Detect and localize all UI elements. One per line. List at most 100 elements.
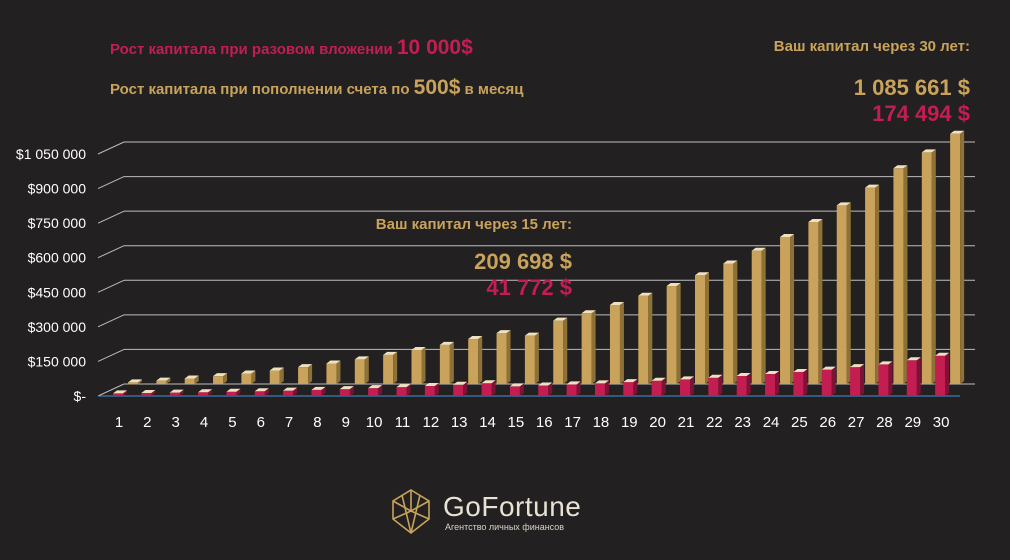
y-tick-label: $450 000 [28,284,87,300]
red-bar [793,368,808,396]
x-tick-label: 28 [876,414,893,431]
gridline-depth [97,141,125,155]
red-bar [538,382,553,396]
gold-bar [609,301,624,384]
red-bar [651,377,666,396]
gold-bar [241,370,256,384]
red-bar [254,388,269,396]
annotation-30-caption: Ваш капитал через 30 лет: [773,38,970,55]
red-bar [878,361,893,396]
gold-bar [354,356,369,384]
gridline-depth [97,314,125,328]
gold-bar [411,347,426,384]
gold-bar [638,292,653,384]
x-tick-label: 27 [848,414,865,431]
x-tick-label: 10 [366,414,383,431]
gold-bar [439,341,454,384]
x-tick-label: 8 [313,414,321,431]
annotation-15-red-value: 41 772 $ [486,275,572,300]
gold-bar [581,310,596,384]
brand-tagline: Агентство личных финансов [445,522,565,532]
red-bar [623,379,638,396]
annotation-30-years: Ваш капитал через 30 лет: 1 085 661 $ 17… [774,38,970,127]
x-tick-label: 2 [143,414,151,431]
gold-bar [808,218,823,384]
gold-bar [836,202,851,384]
red-bar [906,357,921,396]
legend-red-series: Рост капитала при разовом вложении 10 00… [110,36,473,60]
gold-bar [780,233,795,384]
x-tick-label: 30 [933,414,950,431]
red-bar [396,384,411,396]
annotation-15-gold-value: 209 698 $ [474,249,572,274]
x-tick-label: 15 [508,414,525,431]
x-tick-label: 7 [285,414,293,431]
red-bar [226,388,241,396]
annotation-15-caption: Ваш капитал через 15 лет: [375,216,572,233]
x-tick-label: 25 [791,414,808,431]
x-tick-label: 21 [678,414,695,431]
gold-bar [156,377,171,384]
x-tick-label: 22 [706,414,723,431]
gold-bar [213,373,228,384]
red-bar [283,387,298,396]
gold-bar [893,165,908,384]
red-bar [339,386,354,396]
x-tick-label: 16 [536,414,553,431]
red-bar [594,380,609,396]
red-bar [566,381,581,396]
y-tick-label: $150 000 [28,353,87,369]
gold-bar [921,149,936,384]
gold-bar [383,351,398,384]
gridline-depth [97,176,125,190]
gold-bar [666,283,681,384]
legend-gold-prefix: Рост капитала при пополнении счета по [110,81,414,98]
red-bar [424,383,439,396]
red-bar [113,390,127,396]
gridline-depth [97,348,125,362]
x-tick-label: 5 [228,414,236,431]
x-tick-label: 29 [904,414,921,431]
legend-red-prefix: Рост капитала при разовом вложении [110,41,397,58]
gold-bar [553,317,568,384]
red-bar [481,380,496,396]
gold-bar [184,375,199,384]
red-bar [935,352,950,396]
gridline-depth [97,383,125,397]
red-bar [453,381,468,396]
x-tick-label: 24 [763,414,780,431]
x-tick-label: 13 [451,414,468,431]
annotation-15-years: Ваш капитал через 15 лет: 209 698 $ 41 7… [376,216,572,301]
x-tick-label: 20 [649,414,666,431]
y-tick-label: $750 000 [28,215,87,231]
red-bar [141,390,156,396]
red-bar [850,364,865,396]
x-tick-label: 11 [395,414,411,431]
red-bar [169,389,184,396]
red-bar [368,385,383,396]
annotation-30-red-value: 174 494 $ [872,101,970,126]
red-bar [736,372,751,396]
red-bar [680,376,694,396]
gridline-depth [97,245,125,259]
x-tick-label: 12 [423,414,440,431]
gold-bar [723,260,738,384]
x-tick-label: 14 [479,414,496,431]
y-tick-label: $600 000 [28,250,87,266]
gridline-depth [97,210,125,224]
y-tick-label: $300 000 [28,319,87,335]
y-tick-label: $1 050 000 [16,146,86,162]
legend-gold-value: 500$ [413,76,461,99]
gofortune-diamond-logo-icon [392,489,430,535]
x-tick-label: 6 [257,414,265,431]
gold-bar [468,336,483,384]
x-tick-label: 17 [564,414,581,431]
y-tick-label: $900 000 [28,181,87,197]
gridline-depth [97,279,125,293]
gold-bar [695,272,709,384]
red-bar [198,389,213,396]
x-tick-label: 1 [115,414,123,431]
x-tick-label: 3 [172,414,180,431]
x-tick-label: 18 [593,414,610,431]
